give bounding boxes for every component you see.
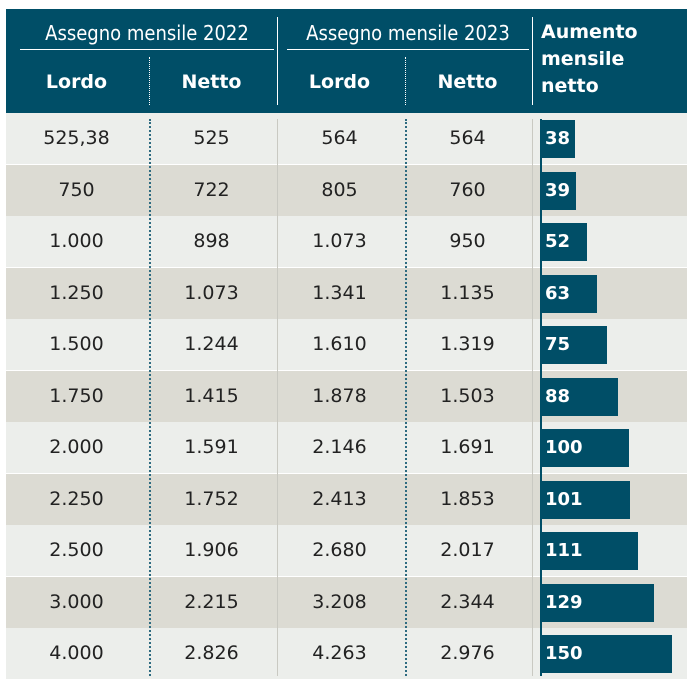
table-row: 750 722 805 760 39 xyxy=(6,164,687,216)
cell-lordo-2023: 2.680 xyxy=(312,539,367,561)
cell-netto-2022: 1.752 xyxy=(184,487,239,510)
cell-lordo-2023: 1.341 xyxy=(312,281,367,304)
cell-netto-2022: 2.215 xyxy=(184,590,239,613)
cell-netto-2023: 1.503 xyxy=(440,384,495,407)
table-row: 3.000 2.215 3.208 2.344 129 xyxy=(6,576,687,628)
cell-netto-2022: 1.244 xyxy=(184,333,239,355)
cell-lordo-2023: 1.878 xyxy=(312,384,367,407)
cell-lordo-2022: 2.250 xyxy=(49,487,104,510)
cell-lordo-2022: 4.000 xyxy=(49,642,104,664)
cell-netto-2023: 1.853 xyxy=(440,487,495,510)
group-underline-2022 xyxy=(20,49,274,50)
cell-netto-2023: 1.691 xyxy=(440,436,495,458)
table-row: 525,38 525 564 564 38 xyxy=(6,113,687,164)
cell-netto-2022: 2.826 xyxy=(184,642,239,664)
cell-lordo-2023: 1.073 xyxy=(312,230,367,252)
col-header-lordo-2022: Lordo xyxy=(45,71,108,93)
cell-lordo-2023: 2.413 xyxy=(312,487,367,510)
table-row: 4.000 2.826 4.263 2.976 150 xyxy=(6,628,687,679)
cell-netto-2022: 1.415 xyxy=(184,384,239,407)
increase-bar: 88 xyxy=(542,377,618,416)
cell-lordo-2022: 3.000 xyxy=(49,590,104,613)
column-dotted-separator xyxy=(405,119,407,676)
group-title-2023: Assegno mensile 2023 xyxy=(306,21,510,45)
increase-bar: 101 xyxy=(542,480,630,519)
col-header-netto-2022: Netto xyxy=(181,71,242,93)
group-title-2022: Assegno mensile 2022 xyxy=(45,21,249,45)
header-dotted-separator xyxy=(405,57,406,105)
header-separator xyxy=(532,17,533,105)
cell-netto-2023: 564 xyxy=(449,127,486,149)
header-separator xyxy=(277,17,278,105)
cell-lordo-2022: 1.250 xyxy=(49,281,104,304)
group-underline-2023 xyxy=(287,49,529,50)
increase-bar: 111 xyxy=(542,532,638,570)
cell-netto-2023: 950 xyxy=(449,230,486,252)
cell-netto-2023: 2.017 xyxy=(440,539,495,561)
cell-lordo-2022: 2.000 xyxy=(49,436,104,458)
cell-lordo-2023: 1.610 xyxy=(312,333,367,355)
table-row: 1.250 1.073 1.341 1.135 63 xyxy=(6,267,687,319)
cell-lordo-2023: 2.146 xyxy=(312,436,367,458)
cell-lordo-2023: 805 xyxy=(321,178,358,201)
cell-lordo-2023: 564 xyxy=(321,127,358,149)
header-dotted-separator xyxy=(149,57,150,105)
col-header-aumento: Aumento mensile netto xyxy=(541,21,638,97)
cell-lordo-2023: 4.263 xyxy=(312,642,367,664)
cell-netto-2022: 1.906 xyxy=(184,539,239,561)
table-row: 1.000 898 1.073 950 52 xyxy=(6,216,687,267)
table-row: 1.500 1.244 1.610 1.319 75 xyxy=(6,319,687,370)
increase-bar: 39 xyxy=(542,171,576,210)
table-row: 1.750 1.415 1.878 1.503 88 xyxy=(6,370,687,422)
cell-netto-2023: 760 xyxy=(449,178,486,201)
cell-netto-2023: 2.976 xyxy=(440,642,495,664)
cell-lordo-2022: 2.500 xyxy=(49,539,104,561)
cell-lordo-2022: 750 xyxy=(58,178,95,201)
col-header-netto-2023: Netto xyxy=(437,71,498,93)
cell-netto-2023: 2.344 xyxy=(440,590,495,613)
increase-bar: 129 xyxy=(542,583,654,622)
bar-axis-line xyxy=(540,119,542,676)
cell-netto-2023: 1.319 xyxy=(440,333,495,355)
column-separator xyxy=(532,119,533,676)
column-dotted-separator xyxy=(149,119,151,676)
col-header-lordo-2023: Lordo xyxy=(308,71,371,93)
cell-lordo-2022: 525,38 xyxy=(43,127,110,149)
cell-netto-2022: 898 xyxy=(193,230,230,252)
table-row: 2.000 1.591 2.146 1.691 100 xyxy=(6,422,687,473)
cell-netto-2022: 525 xyxy=(193,127,230,149)
cell-netto-2022: 1.591 xyxy=(184,436,239,458)
cell-lordo-2022: 1.000 xyxy=(49,230,104,252)
cell-netto-2023: 1.135 xyxy=(440,281,495,304)
column-separator xyxy=(277,119,278,676)
cell-lordo-2022: 1.750 xyxy=(49,384,104,407)
cell-netto-2022: 722 xyxy=(193,178,230,201)
table-row: 2.250 1.752 2.413 1.853 101 xyxy=(6,473,687,525)
salary-table: Assegno mensile 2022 Assegno mensile 202… xyxy=(6,9,687,689)
increase-bar: 38 xyxy=(542,120,575,158)
increase-bar: 63 xyxy=(542,274,597,313)
table-row: 2.500 1.906 2.680 2.017 111 xyxy=(6,525,687,576)
cell-lordo-2022: 1.500 xyxy=(49,333,104,355)
increase-bar: 150 xyxy=(542,635,672,673)
cell-netto-2022: 1.073 xyxy=(184,281,239,304)
increase-bar: 75 xyxy=(542,326,607,364)
increase-bar: 100 xyxy=(542,429,629,467)
increase-bar: 52 xyxy=(542,223,587,261)
table-header: Assegno mensile 2022 Assegno mensile 202… xyxy=(6,9,687,113)
cell-lordo-2023: 3.208 xyxy=(312,590,367,613)
